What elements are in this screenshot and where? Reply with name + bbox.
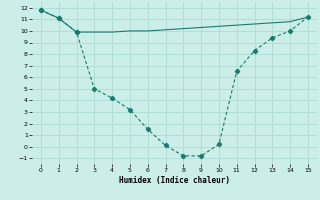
X-axis label: Humidex (Indice chaleur): Humidex (Indice chaleur) (119, 176, 230, 185)
